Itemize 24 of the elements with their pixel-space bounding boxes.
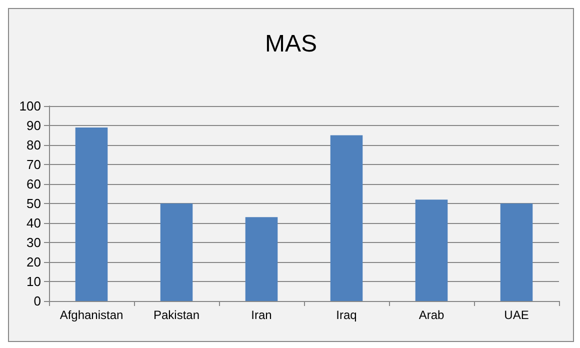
y-tick-label: 80 bbox=[26, 138, 41, 152]
y-tick-label: 10 bbox=[26, 274, 41, 289]
x-tick-label: UAE bbox=[504, 308, 529, 322]
chart-title: MAS bbox=[264, 30, 318, 58]
y-tick-label: 0 bbox=[34, 294, 41, 308]
bar bbox=[75, 127, 108, 301]
x-tick-label: Iraq bbox=[336, 308, 357, 322]
bar bbox=[160, 204, 193, 301]
bar bbox=[245, 217, 278, 301]
y-tick-label: 100 bbox=[19, 98, 41, 114]
x-tick-label: Arab bbox=[418, 308, 444, 322]
x-tick-label: Iran bbox=[251, 308, 272, 322]
x-tick-label: Afghanistan bbox=[60, 308, 124, 322]
y-tick-label: 50 bbox=[26, 196, 41, 211]
y-tick-label: 20 bbox=[26, 254, 41, 270]
bar bbox=[500, 204, 533, 301]
bar bbox=[415, 200, 448, 301]
y-tick-label: 60 bbox=[26, 176, 41, 192]
x-tick-label: Pakistan bbox=[153, 308, 200, 322]
y-tick-label: 90 bbox=[26, 118, 41, 133]
y-tick-label: 40 bbox=[26, 216, 41, 230]
y-tick-label: 30 bbox=[26, 235, 41, 250]
y-tick-label: 70 bbox=[26, 157, 41, 172]
bar bbox=[330, 135, 363, 301]
